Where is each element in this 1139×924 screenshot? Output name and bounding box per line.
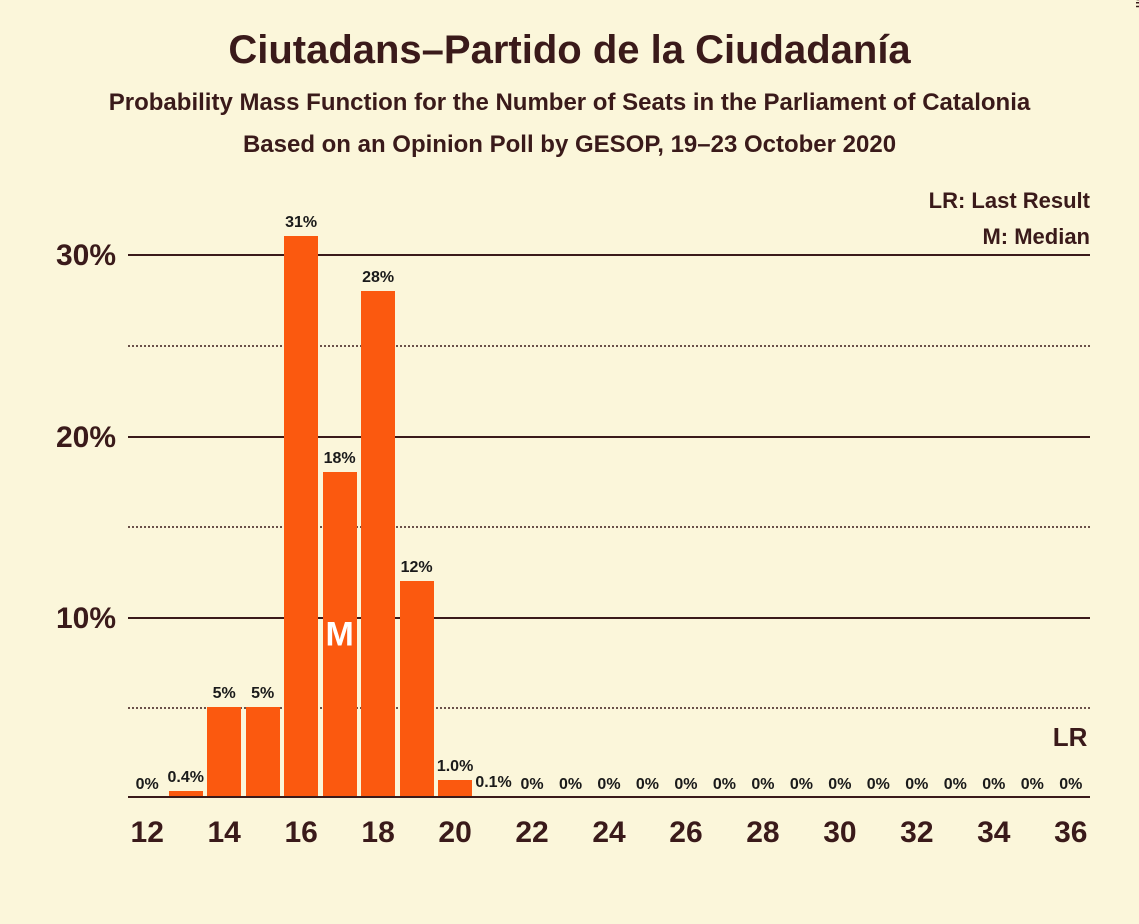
lr-annotation: LR	[1053, 722, 1088, 753]
x-axis-label: 30	[823, 798, 856, 850]
chart-title: Ciutadans–Partido de la Ciudadanía	[0, 0, 1139, 73]
bar-value-label: 0%	[713, 776, 736, 798]
median-marker: M	[325, 615, 353, 654]
bar: 5%	[246, 707, 280, 798]
bar-value-label: 0%	[1021, 776, 1044, 798]
chart-subtitle-1: Probability Mass Function for the Number…	[0, 73, 1139, 117]
x-axis-label: 24	[592, 798, 625, 850]
bar-value-label: 0%	[636, 776, 659, 798]
bar-value-label: 0%	[1059, 776, 1082, 798]
bar-value-label: 0%	[944, 776, 967, 798]
x-axis-label: 20	[438, 798, 471, 850]
bar-value-label: 0%	[905, 776, 928, 798]
bar-value-label: 0.4%	[167, 769, 203, 791]
bar: 31%	[284, 236, 318, 798]
bar-value-label: 0%	[136, 776, 159, 798]
copyright-text: © 2020 Filip van Laenen	[1133, 0, 1139, 8]
y-axis-label: 10%	[56, 602, 128, 636]
legend-lr: LR: Last Result	[920, 188, 1090, 214]
x-axis: 12141618202224262830323436	[128, 796, 1090, 798]
x-axis-label: 26	[669, 798, 702, 850]
x-axis-label: 32	[900, 798, 933, 850]
bar: 28%	[361, 291, 395, 799]
y-axis-label: 20%	[56, 421, 128, 455]
bar-value-label: 28%	[362, 269, 394, 291]
bar-value-label: 0%	[597, 776, 620, 798]
plot-area: 10%20%30% 0%0.4%5%5%31%18%M28%12%1.0%0.1…	[128, 218, 1090, 798]
x-axis-label: 28	[746, 798, 779, 850]
bars-layer: 0%0.4%5%5%31%18%M28%12%1.0%0.1%0%0%0%0%0…	[128, 218, 1090, 798]
chart-subtitle-2: Based on an Opinion Poll by GESOP, 19–23…	[0, 117, 1139, 159]
x-axis-label: 12	[131, 798, 164, 850]
bar-value-label: 0%	[828, 776, 851, 798]
bar-value-label: 0%	[867, 776, 890, 798]
bar-value-label: 12%	[401, 559, 433, 581]
bar: 12%	[400, 581, 434, 799]
y-axis-label: 30%	[56, 239, 128, 273]
x-axis-label: 36	[1054, 798, 1087, 850]
legend-m: M: Median	[920, 224, 1090, 250]
bar-value-label: 0%	[790, 776, 813, 798]
x-axis-label: 18	[361, 798, 394, 850]
bar-value-label: 5%	[213, 685, 236, 707]
bar: 18%M	[323, 472, 357, 798]
bar-value-label: 0%	[751, 776, 774, 798]
bar: 5%	[207, 707, 241, 798]
bar-value-label: 0%	[982, 776, 1005, 798]
bar-value-label: 18%	[324, 450, 356, 472]
x-axis-label: 16	[284, 798, 317, 850]
x-axis-label: 14	[208, 798, 241, 850]
x-axis-label: 34	[977, 798, 1010, 850]
bar-value-label: 0%	[559, 776, 582, 798]
x-axis-label: 22	[515, 798, 548, 850]
bar-value-label: 0%	[674, 776, 697, 798]
bar-value-label: 5%	[251, 685, 274, 707]
bar-value-label: 0%	[520, 776, 543, 798]
bar-value-label: 31%	[285, 214, 317, 236]
bar-value-label: 0.1%	[475, 774, 511, 796]
bar-value-label: 1.0%	[437, 758, 473, 780]
